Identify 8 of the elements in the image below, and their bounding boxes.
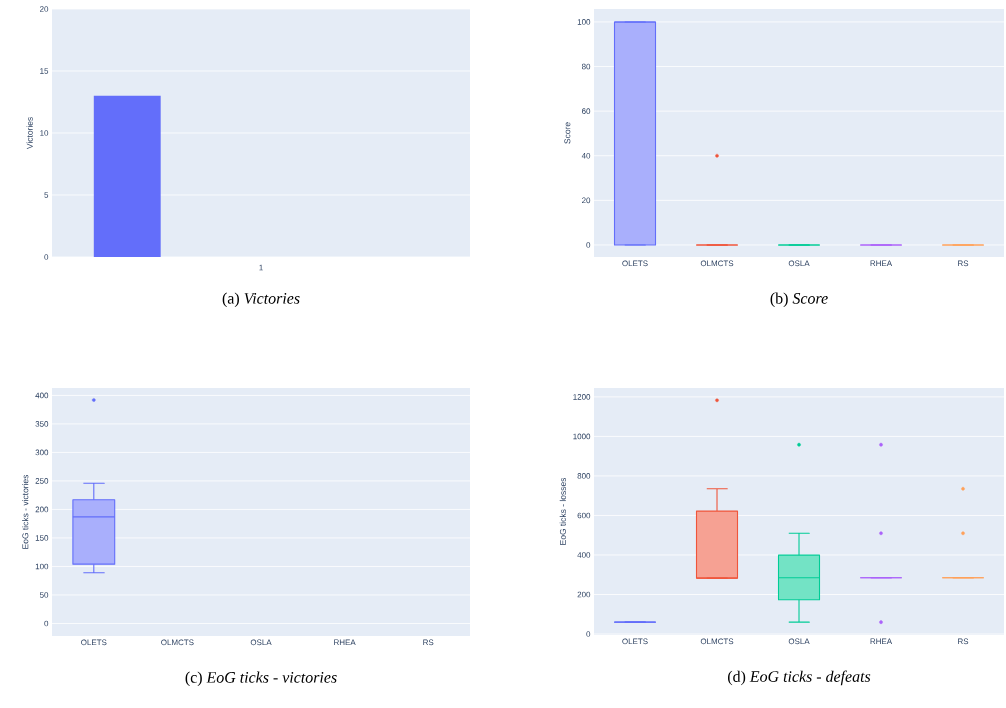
y-axis-title: EoG ticks - victories (22, 474, 29, 549)
text: (a) Victories (222, 292, 300, 307)
text: (c) EoG ticks - victories (185, 671, 337, 686)
text: (d) EoG ticks - defeats (728, 670, 871, 686)
text: (b) Score (770, 292, 828, 307)
y-axis-title: Score (564, 122, 571, 144)
y-axis-title: Victories (26, 117, 33, 150)
y-axis-title: EoG ticks - losses (559, 477, 566, 545)
